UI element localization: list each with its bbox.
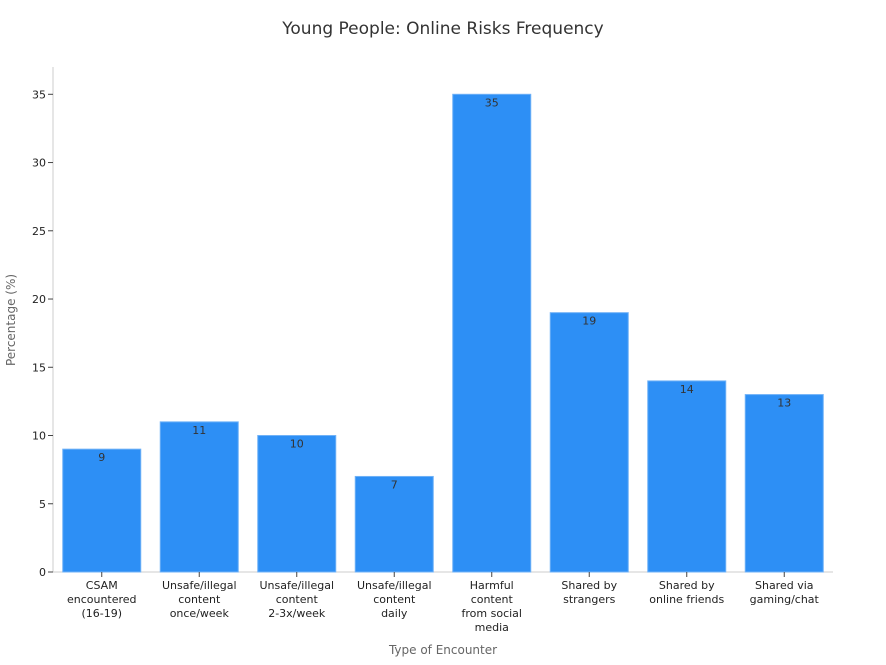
data-label: 10 (290, 438, 304, 451)
y-tick-label: 5 (39, 498, 46, 511)
data-label: 13 (777, 397, 791, 410)
bar (452, 93, 532, 573)
bar (159, 421, 239, 573)
bar (257, 435, 337, 573)
x-tick-label: Harmful content from social media (462, 579, 522, 634)
x-tick-label: CSAM encountered (16-19) (67, 579, 137, 620)
y-tick-label: 30 (32, 157, 46, 170)
y-axis-label: Percentage (%) (4, 274, 18, 366)
data-label: 7 (391, 478, 398, 491)
data-label: 9 (98, 451, 105, 464)
x-tick-label: Shared by online friends (649, 579, 724, 606)
bar (62, 448, 142, 573)
y-tick-label: 25 (32, 225, 46, 238)
data-label: 19 (582, 315, 596, 328)
y-tick-label: 15 (32, 361, 46, 374)
plot-area: 0 5 10 15 20 25 30 35 9 CSAM encountered (16-19) 11 U… (32, 67, 833, 634)
data-label: 11 (192, 424, 206, 437)
bar (744, 394, 824, 573)
x-axis-label: Type of Encounter (388, 643, 497, 657)
bar (647, 380, 727, 573)
y-tick-label: 20 (32, 293, 46, 306)
x-tick-label: Shared via gaming/chat (750, 579, 820, 606)
x-tick-label: Unsafe/illegal content once/week (162, 579, 237, 620)
bar (354, 475, 434, 573)
chart-title: Young People: Online Risks Frequency (281, 19, 603, 39)
y-tick-label: 0 (39, 566, 46, 579)
x-tick-label: Unsafe/illegal content daily (357, 579, 432, 620)
x-tick-label: Unsafe/illegal content 2-3x/week (259, 579, 334, 620)
data-label: 35 (485, 96, 499, 109)
bar (549, 312, 629, 573)
data-label: 14 (680, 383, 694, 396)
x-tick-label: Shared by strangers (561, 579, 617, 606)
y-tick-label: 35 (32, 88, 46, 101)
y-tick-label: 10 (32, 430, 46, 443)
